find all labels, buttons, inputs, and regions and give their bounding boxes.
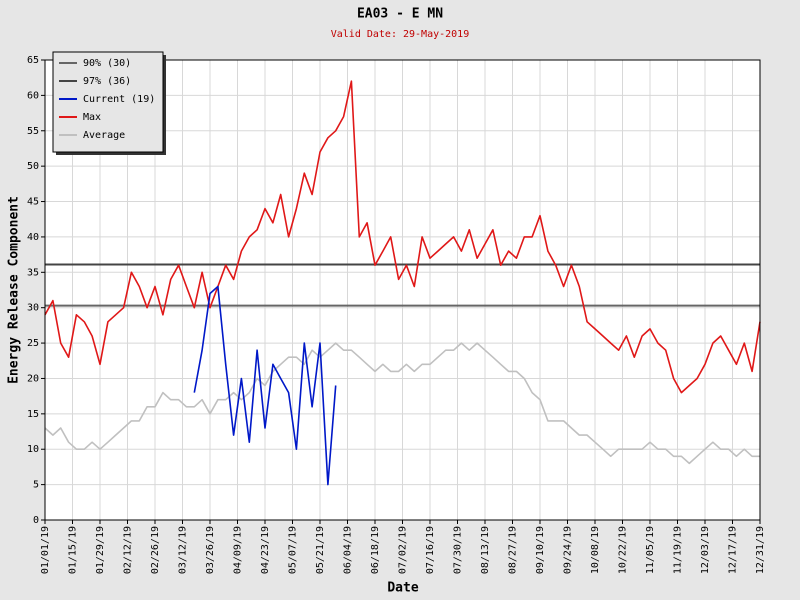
- y-tick-label: 65: [27, 55, 39, 66]
- x-tick-label: 12/03/19: [700, 526, 711, 574]
- x-tick-label: 12/17/19: [728, 526, 739, 574]
- y-tick-label: 50: [27, 161, 39, 172]
- y-tick-label: 10: [27, 444, 39, 455]
- legend-label: Average: [83, 130, 125, 141]
- series-line: [44, 80, 761, 394]
- legend-label: 90% (30): [83, 58, 131, 69]
- x-tick-label: 01/29/19: [95, 526, 106, 574]
- x-tick-label: 07/02/19: [398, 526, 409, 574]
- x-tick-label: 02/12/19: [123, 526, 134, 574]
- legend: 90% (30) 97% (36) Current (19) Max Average: [52, 51, 166, 155]
- x-tick-label: 06/18/19: [370, 526, 381, 574]
- y-tick-label: 45: [27, 197, 39, 208]
- x-tick-label: 01/01/19: [40, 526, 51, 574]
- x-tick-label: 03/12/19: [178, 526, 189, 574]
- x-tick-label: 07/16/19: [425, 526, 436, 574]
- x-tick-label: 09/24/19: [563, 526, 574, 574]
- x-tick-label: 10/08/19: [590, 526, 601, 574]
- x-tick-label: 10/22/19: [618, 526, 629, 574]
- x-tick-label: 05/07/19: [288, 526, 299, 574]
- x-tick-label: 05/21/19: [315, 526, 326, 574]
- y-tick-label: 40: [27, 232, 39, 243]
- y-tick-label: 20: [27, 373, 39, 384]
- y-tick-label: 5: [33, 480, 39, 491]
- x-tick-label: 06/04/19: [343, 526, 354, 574]
- chart-title: EA03 - E MN: [357, 7, 443, 22]
- y-tick-label: 55: [27, 126, 39, 137]
- x-tick-label: 02/26/19: [150, 526, 161, 574]
- y-tick-label: 25: [27, 338, 39, 349]
- x-tick-label: 08/27/19: [508, 526, 519, 574]
- legend-label: Max: [83, 112, 101, 123]
- plot-border: [44, 59, 761, 521]
- x-tick-label: 12/31/19: [755, 526, 766, 574]
- series-line: [193, 285, 337, 486]
- y-axis-label: Energy Release Component: [7, 196, 22, 384]
- y-tick-label: 30: [27, 303, 39, 314]
- x-axis-label: Date: [387, 581, 418, 596]
- y-tick-label: 35: [27, 267, 39, 278]
- y-tick-label: 60: [27, 90, 39, 101]
- x-tick-label: 11/05/19: [645, 526, 656, 574]
- x-tick-label: 01/15/19: [68, 526, 79, 574]
- y-tick-label: 15: [27, 409, 39, 420]
- series-line: [44, 342, 760, 465]
- legend-label: 97% (36): [83, 76, 131, 87]
- x-tick-label: 04/23/19: [260, 526, 271, 574]
- x-tick-label: 07/30/19: [453, 526, 464, 574]
- chart-subtitle: Valid Date: 29-May-2019: [331, 29, 469, 40]
- x-tick-label: 09/10/19: [535, 526, 546, 574]
- x-tick-label: 04/09/19: [233, 526, 244, 574]
- x-tick-label: 03/26/19: [205, 526, 216, 574]
- y-tick-label: 0: [33, 515, 39, 526]
- x-tick-label: 11/19/19: [673, 526, 684, 574]
- x-tick-label: 08/13/19: [480, 526, 491, 574]
- legend-label: Current (19): [83, 94, 155, 105]
